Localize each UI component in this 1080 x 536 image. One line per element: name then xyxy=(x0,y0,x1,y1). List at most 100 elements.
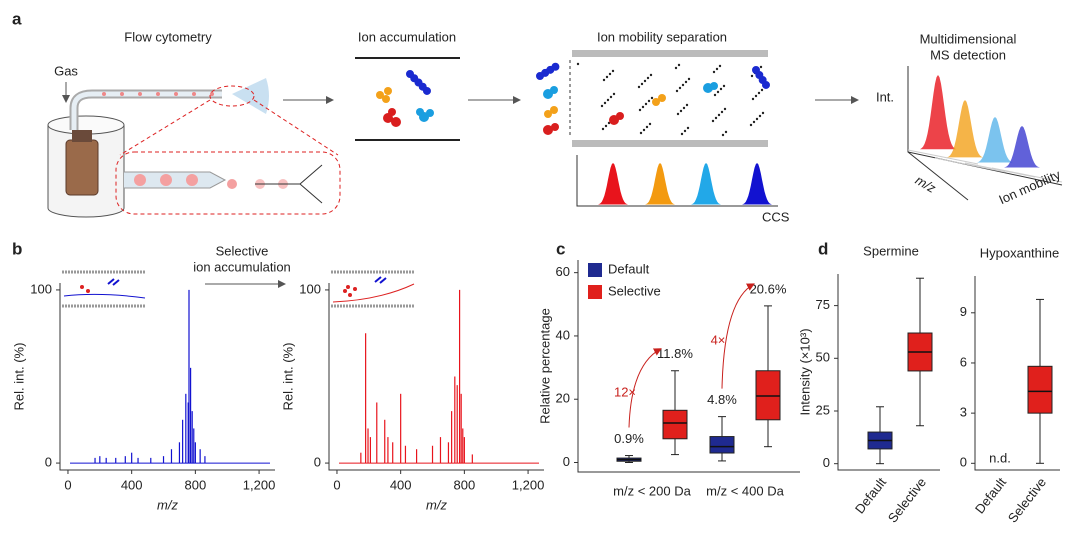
x-tick-label: Default xyxy=(852,474,889,516)
x-axis-label: m/z xyxy=(426,497,447,512)
y-axis-label: Rel. int. (%) xyxy=(11,343,26,411)
gas-molecule xyxy=(685,103,689,107)
peak xyxy=(947,100,983,158)
gas-molecule xyxy=(717,113,721,117)
gas-molecule xyxy=(639,131,643,135)
x-tick-label: Default xyxy=(972,474,1009,516)
axis xyxy=(974,276,1060,471)
ccs-axes xyxy=(576,155,778,207)
missing-label: n.d. xyxy=(989,451,1011,466)
gas-molecule xyxy=(576,62,580,66)
ions xyxy=(376,70,434,127)
gas-molecule xyxy=(674,66,678,70)
legend-label: Default xyxy=(608,261,650,276)
x-tick-label: 800 xyxy=(454,477,476,492)
gas-molecule xyxy=(608,72,612,76)
box xyxy=(1027,365,1053,414)
fold-arrow xyxy=(721,283,755,389)
gas-molecule xyxy=(720,110,724,114)
axis xyxy=(577,260,800,473)
gas-molecule xyxy=(750,74,754,78)
gas-molecule xyxy=(719,87,723,91)
gas-molecule xyxy=(683,129,687,133)
x-tick-label: m/z < 200 Da xyxy=(613,483,691,498)
legend-swatch xyxy=(588,285,602,299)
fold-arrow xyxy=(628,348,662,428)
y-tick-label: 20 xyxy=(556,391,570,406)
ccs-peaks xyxy=(598,163,772,205)
gas-molecule xyxy=(712,70,716,74)
box xyxy=(662,409,688,440)
y-tick-label: 40 xyxy=(556,327,570,342)
chart-title: Spermine xyxy=(863,243,919,258)
gas-molecule xyxy=(760,88,764,92)
chart-title: Hypoxanthine xyxy=(980,245,1060,260)
gas-molecule xyxy=(678,86,682,90)
peak xyxy=(920,75,956,150)
gas-molecule xyxy=(601,127,605,131)
gas-molecule xyxy=(723,107,727,111)
fold-label: 12× xyxy=(614,385,636,400)
gas-molecules xyxy=(576,62,765,137)
fold-label: 4× xyxy=(711,333,726,348)
gas-molecule xyxy=(676,112,680,116)
gas-molecule xyxy=(604,124,608,128)
gas-molecule xyxy=(645,125,649,129)
value-label: 4.8% xyxy=(707,392,737,407)
gas-molecule xyxy=(758,114,762,118)
value-label: 11.8% xyxy=(657,346,693,361)
gas-molecule xyxy=(755,117,759,121)
gas-molecule xyxy=(646,76,650,80)
value-label: 0.9% xyxy=(614,431,644,446)
x-tick-label: 400 xyxy=(121,477,143,492)
gas-molecule xyxy=(647,99,651,103)
axis-label: CCS xyxy=(762,209,790,224)
gas-molecule xyxy=(644,102,648,106)
axis xyxy=(328,283,544,471)
ridge xyxy=(907,149,979,165)
step-title: Ion accumulation xyxy=(358,29,456,44)
x-axis-label: m/z xyxy=(157,497,178,512)
gas-molecule xyxy=(757,91,761,95)
annotation: Selective xyxy=(216,243,269,258)
y-tick-label: 0 xyxy=(563,454,570,469)
gas-molecule xyxy=(752,120,756,124)
tube-core xyxy=(71,91,222,130)
gas-molecule xyxy=(640,82,644,86)
zoom-ellipse xyxy=(209,85,255,107)
gas-molecule xyxy=(751,97,755,101)
gas-molecule xyxy=(637,85,641,89)
box xyxy=(755,370,781,421)
gas-molecule xyxy=(603,101,607,105)
y-tick-label: 0 xyxy=(314,455,321,470)
gas-molecule xyxy=(761,111,765,115)
ms-peaks xyxy=(907,75,1063,183)
gas-molecule xyxy=(749,123,753,127)
panel-label: d xyxy=(818,239,828,258)
gas-molecule xyxy=(716,90,720,94)
gas-molecule xyxy=(638,108,642,112)
x-tick-label: m/z < 400 Da xyxy=(706,483,784,498)
gas-molecule xyxy=(609,95,613,99)
gas-molecule xyxy=(680,132,684,136)
x-tick-label: 0 xyxy=(333,477,340,492)
zoom-lines xyxy=(119,99,339,156)
axis xyxy=(59,283,275,471)
ridge xyxy=(991,167,1063,183)
y-axis-label: Intensity (×10³) xyxy=(797,328,812,415)
gas-molecule xyxy=(714,116,718,120)
spray xyxy=(232,78,269,114)
rail xyxy=(572,140,768,147)
x-tick-label: 0 xyxy=(64,477,71,492)
x-tick-label: 1,200 xyxy=(243,477,276,492)
gas-molecule xyxy=(721,133,725,137)
gas-molecule xyxy=(677,63,681,67)
gas-molecule xyxy=(606,98,610,102)
panel-label: c xyxy=(556,239,565,258)
peak xyxy=(1004,126,1040,168)
gas-molecule xyxy=(718,64,722,68)
gas-molecule xyxy=(643,79,647,83)
peak xyxy=(742,163,772,205)
panel-b: b Selective ion accumulation c d xyxy=(12,239,828,308)
